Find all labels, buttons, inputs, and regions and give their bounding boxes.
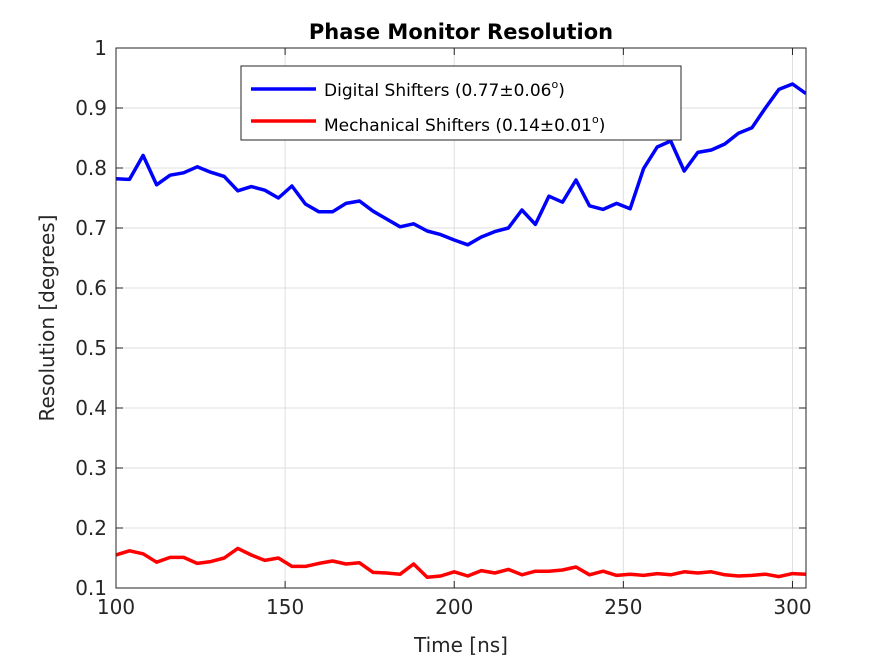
- x-tick-label: 150: [266, 595, 304, 619]
- y-tick-label: 0.4: [75, 396, 107, 420]
- x-tick-label: 100: [97, 595, 135, 619]
- plot-frame: [115, 47, 807, 589]
- legend-label-mechanical-text: Mechanical Shifters (0.14±0.01: [324, 116, 592, 136]
- legend-label-digital-degree: o: [551, 78, 558, 91]
- y-tick-label: 0.6: [75, 276, 107, 300]
- chart-title: Phase Monitor Resolution: [309, 20, 613, 44]
- y-tick-label: 0.8: [75, 156, 107, 180]
- y-tick-label: 0.7: [75, 216, 107, 240]
- x-tick-label: 250: [604, 595, 642, 619]
- legend-label-mechanical-close: ): [599, 116, 606, 136]
- x-axis-title: Time [ns]: [413, 633, 508, 657]
- series-line-digital-shifters: [116, 82, 806, 247]
- x-tick-label: 200: [435, 595, 473, 619]
- legend-label-mechanical: Mechanical Shifters (0.14±0.01o): [324, 113, 605, 136]
- y-tick-label: 0.9: [75, 96, 107, 120]
- legend-label-digital-close: ): [558, 81, 565, 101]
- y-tick-label: 1: [94, 36, 107, 60]
- y-tick-labels: 0.1 0.2 0.3 0.4 0.5 0.6 0.7 0.8 0.9 1: [75, 36, 107, 600]
- y-axis-title: Resolution [degrees]: [35, 215, 59, 422]
- x-tick-label: 300: [773, 595, 811, 619]
- legend-label-mechanical-degree: o: [592, 113, 599, 126]
- y-tick-label: 0.3: [75, 456, 107, 480]
- y-tick-label: 0.1: [75, 576, 107, 600]
- legend-box: [240, 65, 682, 141]
- series-line-mechanical-shifters: [116, 546, 806, 579]
- y-tick-label: 0.5: [75, 336, 107, 360]
- legend-label-digital: Digital Shifters (0.77±0.06o): [324, 78, 565, 101]
- x-tick-labels: 100 150 200 250 300: [97, 595, 812, 619]
- ticks: [115, 47, 806, 589]
- legend-label-digital-text: Digital Shifters (0.77±0.06: [324, 81, 551, 101]
- series-lines: [116, 82, 806, 579]
- y-tick-label: 0.2: [75, 516, 107, 540]
- legend: Digital Shifters (0.77±0.06o) Mechanical…: [240, 65, 682, 141]
